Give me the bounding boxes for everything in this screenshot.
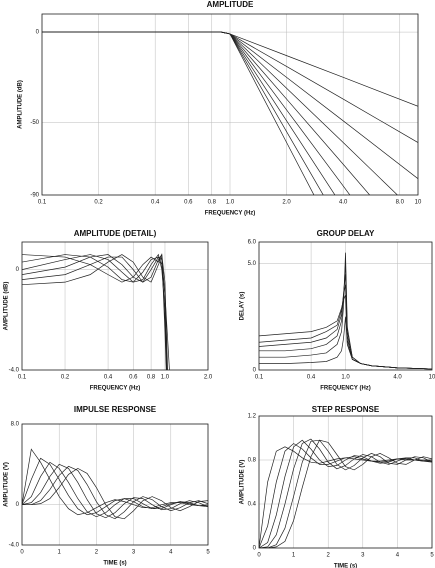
y-tick-label: 0 bbox=[16, 267, 20, 273]
x-tick-label: 1 bbox=[58, 550, 62, 556]
curve bbox=[22, 467, 208, 520]
curve bbox=[42, 31, 315, 195]
y-tick-label: 0.8 bbox=[248, 458, 257, 464]
curve bbox=[259, 438, 432, 548]
y-tick-label: -4.0 bbox=[9, 543, 20, 549]
x-axis-label: FREQUENCY (Hz) bbox=[205, 211, 256, 217]
plot-frame bbox=[21, 423, 209, 546]
x-tick-label: 2.0 bbox=[204, 375, 213, 381]
chart-panel: AMPLITUDE FREQUENCY (Hz) AMPLITUDE (dB) 0.1… bbox=[18, 0, 422, 217]
x-tick-label: 0.6 bbox=[184, 200, 193, 206]
curve bbox=[22, 253, 168, 370]
x-tick-label: 0.1 bbox=[255, 375, 264, 381]
y-tick-label: -90 bbox=[30, 193, 39, 199]
chart-title: STEP RESPONSE bbox=[312, 405, 380, 414]
plot-frame bbox=[21, 241, 209, 371]
x-tick-label: 10 bbox=[415, 200, 422, 206]
x-tick-label: 4 bbox=[396, 553, 400, 559]
curve bbox=[259, 439, 432, 548]
x-tick-label: 0.6 bbox=[129, 375, 138, 381]
x-tick-label: 10 bbox=[429, 375, 435, 381]
x-tick-label: 3 bbox=[361, 553, 365, 559]
y-axis-label: AMPLITUDE (dB) bbox=[18, 80, 24, 129]
x-tick-label: 2 bbox=[95, 550, 99, 556]
chart-panel: STEP RESPONSE TIME (s) AMPLITUDE (V) 0 1 2 3 4 5… bbox=[240, 405, 435, 568]
y-axis-label: AMPLITUDE (V) bbox=[240, 460, 246, 505]
curve bbox=[22, 253, 168, 370]
plot-frame bbox=[258, 415, 433, 549]
x-tick-label: 5 bbox=[206, 550, 210, 556]
chart-panel: AMPLITUDE (DETAIL) FREQUENCY (Hz) AMPLITUD… bbox=[4, 229, 213, 392]
curve bbox=[22, 253, 167, 370]
curve bbox=[22, 254, 170, 370]
curve bbox=[259, 439, 432, 548]
x-tick-label: 0.2 bbox=[94, 200, 103, 206]
y-axis-label: DELAY (s) bbox=[240, 292, 246, 321]
x-axis-label: TIME (s) bbox=[103, 561, 126, 567]
x-axis-label: TIME (s) bbox=[334, 564, 357, 568]
x-tick-label: 4.0 bbox=[393, 375, 402, 381]
x-tick-label: 0.4 bbox=[104, 375, 113, 381]
chart-title: GROUP DELAY bbox=[317, 229, 375, 238]
y-tick-label: 6.0 bbox=[248, 240, 257, 246]
y-axis-label: AMPLITUDE (dB) bbox=[4, 282, 10, 331]
x-tick-label: 0.8 bbox=[208, 200, 217, 206]
y-tick-label: 0.4 bbox=[248, 502, 257, 508]
x-tick-label: 0.1 bbox=[18, 375, 27, 381]
chart-title: AMPLITUDE (DETAIL) bbox=[74, 229, 157, 238]
x-tick-label: 1.0 bbox=[226, 200, 235, 206]
y-tick-label: 0 bbox=[16, 502, 20, 508]
curve bbox=[22, 461, 208, 518]
x-tick-label: 5 bbox=[430, 553, 434, 559]
x-tick-label: 0.2 bbox=[61, 375, 70, 381]
chart-panel: IMPULSE RESPONSE TIME (s) AMPLITUDE (V) 0 1 2… bbox=[4, 405, 211, 566]
x-tick-label: 3 bbox=[132, 550, 136, 556]
x-tick-label: 0.1 bbox=[38, 200, 47, 206]
x-tick-label: 1 bbox=[292, 553, 296, 559]
x-tick-label: 1.0 bbox=[161, 375, 170, 381]
curve bbox=[259, 443, 432, 548]
x-tick-label: 0.8 bbox=[147, 375, 156, 381]
plot-frame bbox=[41, 13, 419, 196]
y-tick-label: 8.0 bbox=[11, 422, 20, 428]
x-tick-label: 1.0 bbox=[341, 375, 350, 381]
curve bbox=[22, 457, 208, 516]
y-tick-label: -50 bbox=[30, 120, 39, 126]
x-axis-label: FREQUENCY (Hz) bbox=[90, 386, 141, 392]
y-tick-label: -4.0 bbox=[9, 368, 20, 374]
chart-title: AMPLITUDE bbox=[207, 0, 254, 9]
x-tick-label: 8.0 bbox=[396, 200, 405, 206]
x-tick-label: 2.0 bbox=[282, 200, 291, 206]
plot-frame bbox=[258, 241, 433, 371]
y-tick-label: 5.0 bbox=[248, 261, 257, 267]
chart-panel: GROUP DELAY FREQUENCY (Hz) DELAY (s) 0.1 0.4… bbox=[240, 229, 435, 391]
x-tick-label: 0.4 bbox=[307, 375, 316, 381]
chart-title: IMPULSE RESPONSE bbox=[74, 405, 157, 414]
x-tick-label: 0 bbox=[20, 550, 24, 556]
curve bbox=[259, 316, 432, 370]
curve bbox=[22, 463, 208, 519]
curve bbox=[22, 465, 208, 520]
x-tick-label: 4 bbox=[169, 550, 173, 556]
curve bbox=[22, 254, 168, 370]
y-tick-label: 0 bbox=[253, 368, 257, 374]
x-tick-label: 2 bbox=[327, 553, 331, 559]
x-tick-label: 4.0 bbox=[339, 200, 348, 206]
x-tick-label: 0 bbox=[257, 553, 261, 559]
y-axis-label: AMPLITUDE (V) bbox=[4, 462, 10, 507]
y-tick-label: 1.2 bbox=[248, 414, 257, 420]
curve bbox=[259, 439, 432, 548]
x-tick-label: 0.4 bbox=[151, 200, 160, 206]
y-tick-label: 0 bbox=[36, 30, 40, 36]
x-axis-label: FREQUENCY (Hz) bbox=[320, 386, 371, 392]
curve bbox=[259, 446, 432, 548]
y-tick-label: 0 bbox=[253, 546, 257, 552]
